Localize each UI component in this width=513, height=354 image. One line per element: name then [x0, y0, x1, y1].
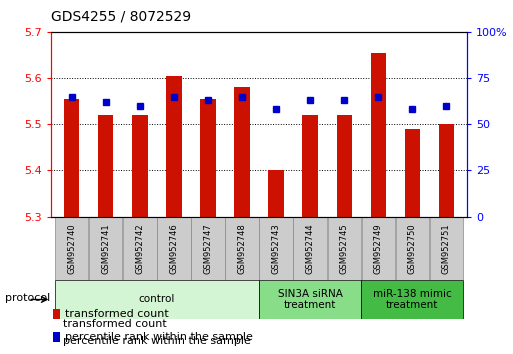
- Text: GSM952740: GSM952740: [67, 223, 76, 274]
- Text: GSM952746: GSM952746: [169, 223, 179, 274]
- Text: GSM952750: GSM952750: [408, 223, 417, 274]
- FancyBboxPatch shape: [396, 217, 429, 280]
- Bar: [234, 87, 250, 217]
- FancyBboxPatch shape: [89, 217, 123, 280]
- FancyBboxPatch shape: [293, 217, 327, 280]
- Bar: [166, 76, 182, 217]
- Text: GDS4255 / 8072529: GDS4255 / 8072529: [51, 9, 191, 23]
- Text: miR-138 mimic
treatment: miR-138 mimic treatment: [373, 289, 452, 310]
- Text: GSM952745: GSM952745: [340, 223, 349, 274]
- Text: GSM952743: GSM952743: [271, 223, 281, 274]
- Text: control: control: [139, 295, 175, 304]
- Bar: [200, 99, 215, 217]
- FancyBboxPatch shape: [361, 280, 463, 319]
- Text: percentile rank within the sample: percentile rank within the sample: [56, 336, 251, 346]
- Bar: [439, 124, 454, 217]
- Text: protocol: protocol: [5, 292, 50, 303]
- Bar: [98, 115, 113, 217]
- Text: GSM952742: GSM952742: [135, 223, 144, 274]
- Text: transformed count: transformed count: [56, 319, 167, 329]
- FancyBboxPatch shape: [327, 217, 361, 280]
- FancyBboxPatch shape: [362, 217, 395, 280]
- FancyBboxPatch shape: [157, 217, 191, 280]
- Bar: [303, 115, 318, 217]
- Bar: [405, 129, 420, 217]
- Text: GSM952741: GSM952741: [101, 223, 110, 274]
- Text: GSM952749: GSM952749: [374, 223, 383, 274]
- Text: SIN3A siRNA
treatment: SIN3A siRNA treatment: [278, 289, 343, 310]
- FancyBboxPatch shape: [55, 217, 88, 280]
- Bar: [132, 115, 148, 217]
- Text: GSM952748: GSM952748: [238, 223, 247, 274]
- Bar: [370, 53, 386, 217]
- FancyBboxPatch shape: [430, 217, 463, 280]
- Text: GSM952747: GSM952747: [204, 223, 212, 274]
- FancyBboxPatch shape: [225, 217, 259, 280]
- Text: GSM952751: GSM952751: [442, 223, 451, 274]
- Bar: [52, 309, 61, 319]
- Bar: [64, 99, 80, 217]
- FancyBboxPatch shape: [55, 280, 259, 319]
- FancyBboxPatch shape: [259, 280, 361, 319]
- Text: GSM952744: GSM952744: [306, 223, 314, 274]
- Text: percentile rank within the sample: percentile rank within the sample: [66, 332, 253, 342]
- FancyBboxPatch shape: [191, 217, 225, 280]
- Bar: [52, 332, 61, 342]
- FancyBboxPatch shape: [260, 217, 293, 280]
- FancyBboxPatch shape: [123, 217, 156, 280]
- Text: transformed count: transformed count: [66, 309, 169, 319]
- Bar: [337, 115, 352, 217]
- Bar: [268, 170, 284, 217]
